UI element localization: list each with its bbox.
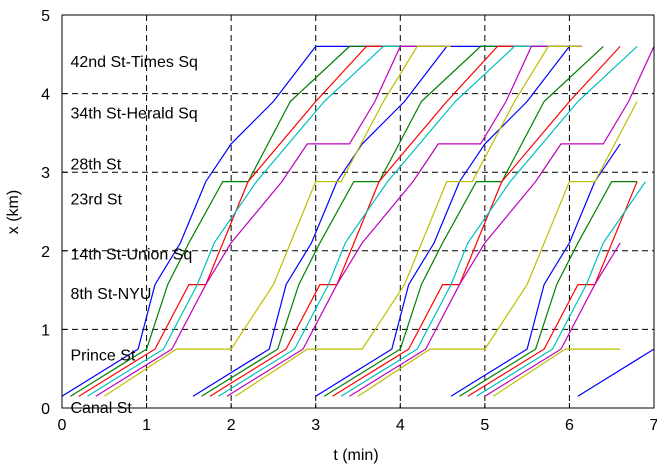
series-line [476,181,646,397]
series-line [95,45,451,397]
station-label: 34th St-Herald Sq [70,105,197,122]
series-line [577,348,654,397]
y-tick-label: 2 [41,244,50,261]
x-tick-label: 4 [396,417,405,434]
grid [62,15,654,408]
x-tick-label: 3 [311,417,320,434]
x-axis-label: t (min) [333,447,378,464]
x-tick-label: 6 [565,417,574,434]
series-line [467,181,638,397]
x-tick-label: 5 [480,417,489,434]
y-tick-label: 1 [41,322,50,339]
series-line [459,181,638,397]
series-line [492,348,621,397]
axes [61,14,655,409]
y-tick-label: 0 [41,401,50,418]
series-line [340,45,638,397]
x-tick-label: 0 [58,417,67,434]
series-line [87,45,451,397]
y-tick-label: 4 [41,87,50,104]
y-tick-label: 5 [41,8,50,25]
station-label: 23rd St [70,192,122,209]
series-line [226,45,583,397]
axes-frame [61,14,655,409]
series-line [349,46,654,397]
station-label: Canal St [70,400,132,417]
series-line [235,45,583,397]
y-tick-label: 3 [41,165,50,182]
series-line [62,45,451,397]
x-tick-label: 7 [650,417,657,434]
series-line [323,45,604,397]
station-label: 14th St-Union Sq [70,247,192,264]
y-ticks: 0 1 2 3 4 5 [41,8,67,418]
y-axis-label: x (km) [5,190,22,234]
series-line [209,45,583,397]
station-labels: Canal St Prince St 8th St-NYU 14th St-Union… [70,54,197,417]
station-label: 28th St [70,156,121,173]
series-line [70,45,451,397]
series-line [315,46,570,397]
series-line [103,45,451,397]
series-line [78,45,451,397]
x-tick-label: 1 [142,417,151,434]
series-line [484,242,621,397]
series-line [357,101,638,397]
station-label: 8th St-NYU [70,286,151,303]
station-label: Prince St [70,347,135,364]
x-ticks: 0 1 2 3 4 5 6 7 [58,403,657,434]
station-label: 42nd St-Times Sq [70,54,197,71]
series-line [201,45,583,397]
x-tick-label: 2 [227,417,236,434]
series-line [450,143,621,397]
series-line [218,45,583,397]
series-layer [62,45,654,397]
